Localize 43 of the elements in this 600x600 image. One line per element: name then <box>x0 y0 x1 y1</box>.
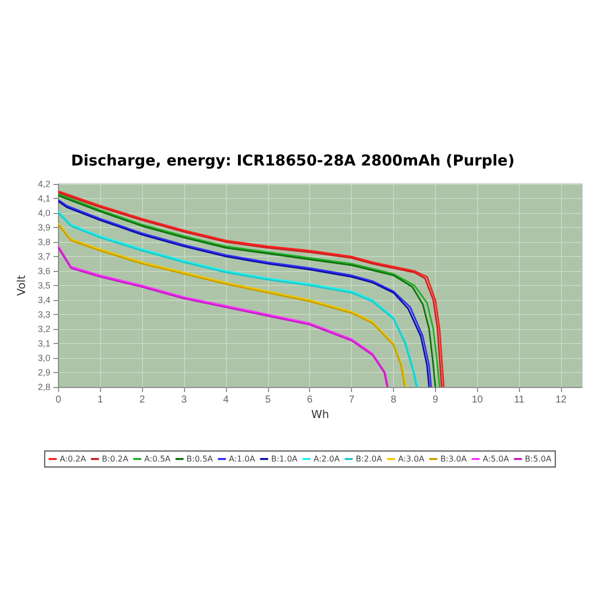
chart-title: Discharge, energy: ICR18650-28A 2800mAh (Purple) <box>71 152 515 170</box>
y-tick-label: 3,1 <box>38 338 50 348</box>
y-tick-label: 3,7 <box>38 252 50 262</box>
x-tick-label: 8 <box>390 394 397 406</box>
y-axis-title: Volt <box>15 274 28 296</box>
y-tick-label: 3,9 <box>38 222 50 232</box>
x-tick-label: 10 <box>472 394 484 406</box>
y-tick-label: 3,2 <box>38 324 50 334</box>
legend-label: B:0.2A <box>102 454 129 464</box>
x-tick-label: 11 <box>514 394 525 406</box>
x-tick-label: 2 <box>139 394 146 406</box>
x-tick-label: 7 <box>348 394 355 406</box>
y-tick-label: 4,2 <box>38 179 50 189</box>
y-tick-label: 3,6 <box>38 266 50 276</box>
legend-label: A:5.0A <box>482 454 510 464</box>
x-tick-label: 1 <box>98 394 104 406</box>
x-tick-label: 12 <box>555 394 568 406</box>
legend-label: B:5.0A <box>524 454 552 464</box>
legend-label: B:2.0A <box>356 454 383 464</box>
x-axis-title: Wh <box>311 408 330 421</box>
y-tick-label: 2,8 <box>38 382 50 392</box>
x-tick-label: 9 <box>432 394 439 406</box>
x-tick-label: 0 <box>56 394 62 406</box>
y-tick-label: 4,1 <box>38 194 50 204</box>
y-tick-label: 3,8 <box>38 237 50 247</box>
y-tick-label: 3,5 <box>38 280 50 290</box>
y-tick-label: 3,0 <box>38 353 50 363</box>
legend-label: A:2.0A <box>314 454 340 464</box>
legend-label: A:0.2A <box>60 454 86 464</box>
legend-label: A:3.0A <box>398 454 425 464</box>
y-tick-label: 3,3 <box>38 310 50 320</box>
x-tick-label: 4 <box>223 394 230 406</box>
x-tick-label: 3 <box>181 394 188 406</box>
legend-label: A:0.5A <box>144 454 172 464</box>
y-tick-label: 2,9 <box>38 368 50 378</box>
y-tick-label: 3,4 <box>38 295 50 305</box>
y-tick-label: 4,0 <box>38 208 50 218</box>
x-tick-label: 5 <box>265 394 272 406</box>
legend-label: B:1.0A <box>271 454 298 464</box>
x-tick-label: 6 <box>306 394 313 406</box>
legend-label: A:1.0A <box>228 454 256 464</box>
legend-label: B:0.5A <box>186 454 214 464</box>
legend-label: B:3.0A <box>440 454 468 464</box>
